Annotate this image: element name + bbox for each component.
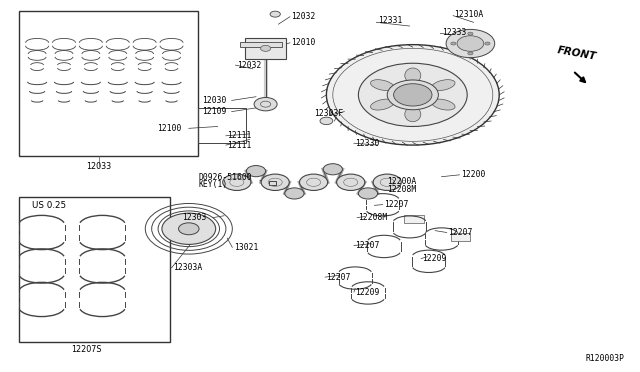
Text: 12303: 12303 [182,213,207,222]
Circle shape [388,92,399,98]
Text: D0926-51600: D0926-51600 [198,173,252,182]
Circle shape [485,42,490,45]
Text: 12303F: 12303F [314,109,343,118]
Circle shape [417,101,428,108]
Text: 12333: 12333 [442,28,466,37]
Text: 12200: 12200 [461,170,485,179]
Circle shape [323,164,342,175]
Circle shape [387,80,438,110]
Bar [269,181,276,185]
Circle shape [394,84,432,106]
Text: 12207S: 12207S [71,344,102,353]
Text: 12310A: 12310A [454,10,484,19]
Text: 12207: 12207 [384,200,408,209]
Text: R120003P: R120003P [585,354,624,363]
Text: 12331: 12331 [378,16,402,25]
Text: 12209: 12209 [422,254,447,263]
Circle shape [285,188,304,199]
Bar [404,215,424,223]
Bar [451,233,470,241]
Circle shape [326,45,499,145]
Text: 12010: 12010 [291,38,316,47]
Circle shape [162,213,216,244]
Ellipse shape [371,80,394,91]
Bar [19,197,170,342]
Circle shape [254,97,277,111]
Text: 12111: 12111 [227,131,252,140]
Text: KEY(1): KEY(1) [198,180,228,189]
Text: 12109: 12109 [202,107,226,116]
Text: 12208M: 12208M [358,213,388,222]
Text: 12032: 12032 [291,12,316,21]
Circle shape [260,45,271,51]
Circle shape [417,82,428,89]
Circle shape [358,188,378,199]
Bar [244,38,287,58]
Text: US 0.25: US 0.25 [32,201,66,210]
Circle shape [457,36,484,51]
Ellipse shape [431,80,455,91]
Circle shape [179,223,199,235]
Text: FRONT: FRONT [557,45,598,61]
Text: 12209: 12209 [355,288,380,296]
Circle shape [373,174,401,190]
Text: 12330: 12330 [355,139,380,148]
Circle shape [468,32,473,35]
Circle shape [426,92,438,98]
Text: 13021: 13021 [234,243,258,252]
Text: 12208M: 12208M [387,185,417,194]
Text: 12033: 12033 [86,162,112,171]
Text: 12030: 12030 [202,96,226,105]
Text: 12303A: 12303A [173,263,202,272]
Ellipse shape [405,107,421,122]
Circle shape [246,166,266,177]
Circle shape [223,174,251,190]
Circle shape [300,174,328,190]
Text: 12200A: 12200A [387,177,417,186]
Circle shape [446,29,495,58]
Text: 12207: 12207 [355,241,380,250]
Bar [198,108,246,143]
Text: 12111: 12111 [227,141,252,150]
Text: 12207: 12207 [448,228,472,237]
Text: 12207: 12207 [326,273,351,282]
Text: 12032: 12032 [237,61,261,70]
Bar [19,11,198,156]
Ellipse shape [371,99,394,110]
Circle shape [397,101,409,108]
Ellipse shape [405,68,421,83]
Circle shape [358,63,467,126]
Circle shape [451,42,456,45]
Circle shape [320,117,333,125]
Text: 12100: 12100 [157,124,181,133]
Bar [240,42,282,46]
Circle shape [468,52,473,55]
Ellipse shape [431,99,455,110]
Circle shape [261,174,289,190]
Circle shape [397,82,409,89]
Circle shape [270,11,280,17]
Circle shape [337,174,365,190]
